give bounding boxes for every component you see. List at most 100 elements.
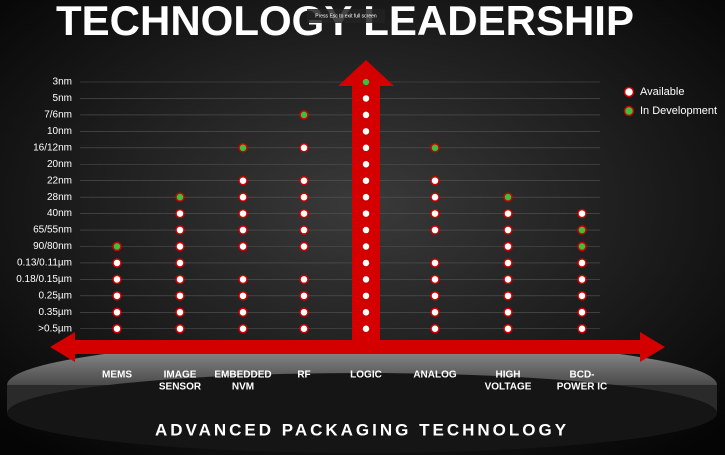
status-dot	[577, 291, 587, 301]
row-label: 22nm	[47, 175, 72, 186]
status-dot	[238, 307, 248, 318]
status-dot	[577, 307, 587, 318]
overlay-box	[307, 9, 385, 23]
status-dot	[430, 192, 440, 202]
status-dot	[503, 192, 513, 202]
column-label: VOLTAGE	[485, 382, 532, 393]
row-label: 5nm	[53, 93, 72, 104]
status-dot	[361, 291, 371, 301]
status-dot	[577, 241, 587, 252]
status-dot	[175, 307, 185, 318]
status-dot	[112, 274, 122, 285]
column-label: ANALOG	[413, 370, 457, 381]
status-dot	[503, 258, 513, 268]
row-label: 3nm	[53, 77, 72, 88]
status-dot	[503, 225, 513, 235]
row-label: 28nm	[47, 192, 72, 203]
status-dot	[112, 324, 122, 334]
status-dot	[430, 307, 440, 318]
status-dot	[430, 208, 440, 219]
status-dot	[299, 241, 309, 252]
status-dot	[361, 258, 371, 268]
status-dot	[175, 241, 185, 252]
status-dot	[175, 324, 185, 334]
row-label: 40nm	[47, 208, 72, 219]
status-dot	[299, 110, 309, 120]
status-dot	[299, 175, 309, 186]
status-dot	[503, 208, 513, 219]
status-dot	[238, 192, 248, 202]
status-dot	[238, 175, 248, 186]
column-label: IMAGE	[164, 370, 197, 381]
status-dot	[577, 324, 587, 334]
status-dot	[299, 192, 309, 202]
status-dot	[175, 192, 185, 202]
status-dot	[361, 241, 371, 252]
status-dot	[361, 208, 371, 219]
status-dot	[238, 208, 248, 219]
status-dot	[299, 291, 309, 301]
status-dot	[430, 291, 440, 301]
status-dot	[299, 225, 309, 235]
status-dot	[577, 274, 587, 285]
status-dot	[577, 208, 587, 219]
status-dot	[112, 291, 122, 301]
status-dot	[430, 143, 440, 153]
column-label: POWER IC	[557, 382, 608, 393]
row-label: 0.35µm	[38, 307, 72, 318]
status-dot	[361, 77, 371, 87]
row-label: 65/55nm	[33, 225, 72, 236]
status-dot	[175, 274, 185, 285]
status-dot	[238, 324, 248, 334]
status-dot	[430, 324, 440, 334]
status-dot	[361, 225, 371, 235]
column-label: RF	[297, 370, 310, 381]
horizontal-arrow	[50, 332, 665, 362]
status-dot	[175, 291, 185, 301]
status-dot	[299, 143, 309, 153]
overlay-text: Press Esc to exit full screen	[315, 13, 377, 19]
status-dot	[361, 110, 371, 120]
status-dot	[299, 274, 309, 285]
status-dot	[361, 175, 371, 186]
status-dot	[299, 208, 309, 219]
row-label: 0.18/0.15µm	[16, 274, 72, 285]
status-dot	[361, 307, 371, 318]
platform-base	[7, 373, 717, 453]
footer: ADVANCED PACKAGING TECHNOLOGY	[155, 420, 569, 439]
status-dot	[503, 307, 513, 318]
status-dot	[361, 93, 371, 104]
column-label: EMBEDDED	[214, 370, 271, 381]
status-dot	[238, 274, 248, 285]
status-dot	[577, 258, 587, 268]
status-dot	[112, 241, 122, 252]
status-dot	[430, 225, 440, 235]
column-label: HIGH	[496, 370, 521, 381]
status-dot	[430, 274, 440, 285]
status-dot	[577, 225, 587, 235]
status-dot	[361, 324, 371, 334]
status-dot	[175, 258, 185, 268]
status-dot	[503, 324, 513, 334]
column-label: LOGIC	[350, 370, 382, 381]
status-dot	[503, 241, 513, 252]
status-dot	[112, 307, 122, 318]
status-dot	[238, 241, 248, 252]
status-dot	[175, 208, 185, 219]
legend-dot	[623, 105, 635, 117]
status-dot	[361, 143, 371, 153]
legend-label: In Development	[640, 105, 717, 117]
row-label: 0.13/0.11µm	[17, 258, 72, 269]
row-label: 16/12nm	[33, 142, 72, 153]
column-label: MEMS	[102, 370, 132, 381]
status-dot	[238, 291, 248, 301]
status-dot	[112, 258, 122, 268]
column-label: SENSOR	[159, 382, 202, 393]
status-dot	[361, 159, 371, 169]
status-dot	[503, 291, 513, 301]
status-dot	[238, 225, 248, 235]
status-dot	[361, 126, 371, 137]
row-label: 20nm	[47, 159, 72, 170]
legend-label: Available	[640, 86, 684, 98]
